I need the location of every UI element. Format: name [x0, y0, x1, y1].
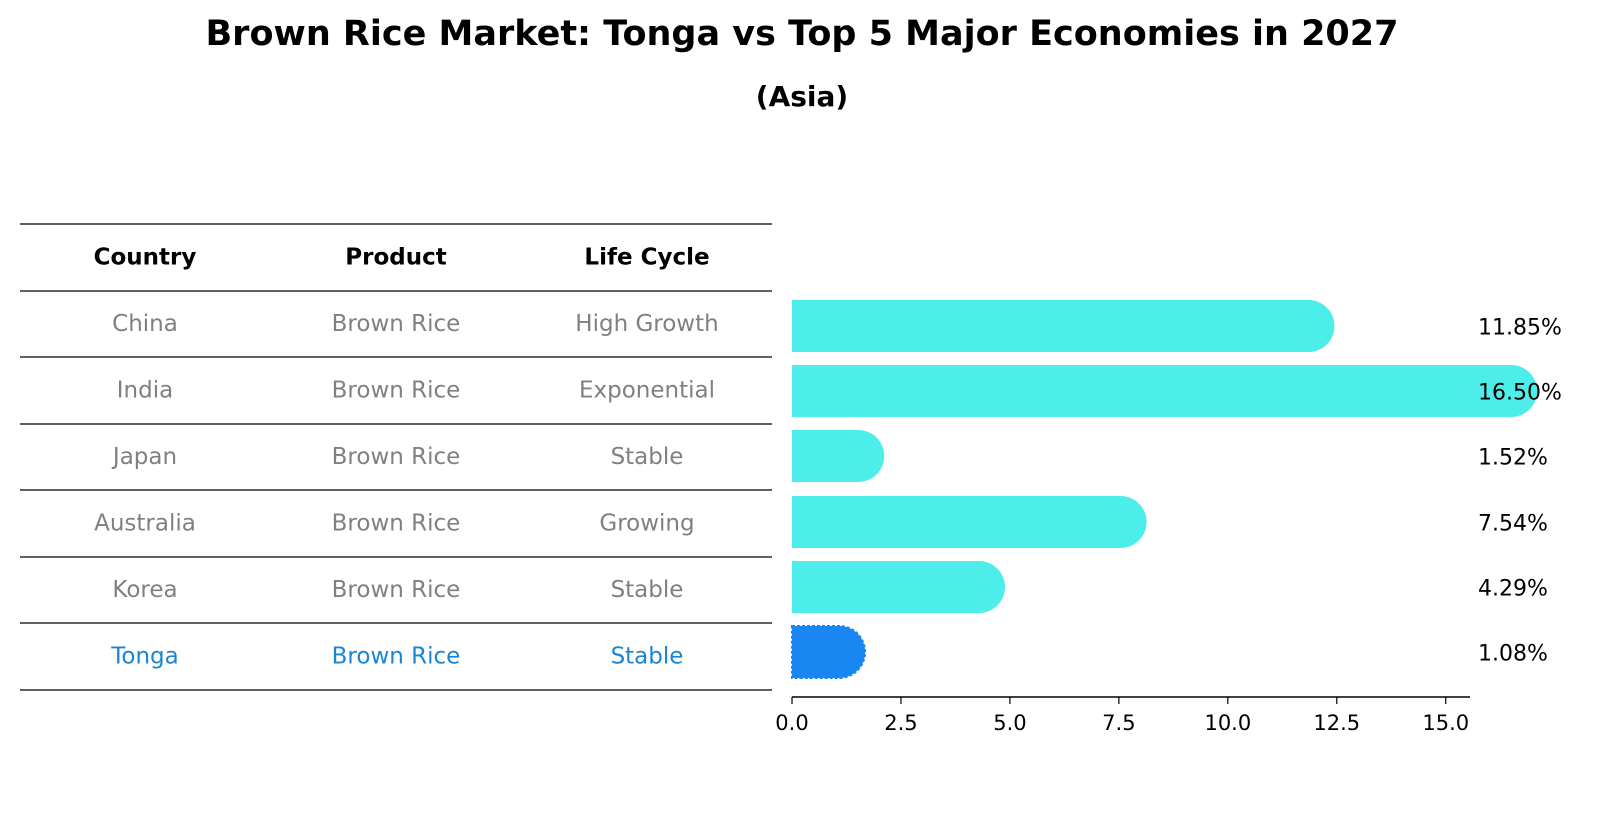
- table-cell: Brown Rice: [332, 444, 461, 470]
- chart-subtitle: (Asia): [755, 80, 849, 113]
- chart-title: Brown Rice Market: Tonga vs Top 5 Major …: [205, 14, 1399, 54]
- table-cell: Japan: [111, 444, 177, 470]
- table-header-product: Product: [345, 245, 446, 271]
- x-tick-label: 12.5: [1313, 711, 1360, 735]
- value-label: 16.50%: [1478, 381, 1562, 406]
- table-header-country: Country: [94, 245, 197, 271]
- bar-korea: [792, 561, 1005, 613]
- value-label: 11.85%: [1478, 316, 1562, 341]
- table-cell: Stable: [611, 444, 684, 470]
- table-cell: Stable: [611, 644, 684, 670]
- value-label: 4.29%: [1478, 577, 1548, 602]
- x-tick-label: 15.0: [1422, 711, 1469, 735]
- value-label: 7.54%: [1478, 512, 1548, 537]
- table-cell: High Growth: [575, 311, 718, 337]
- table-cell: Tonga: [110, 644, 178, 670]
- x-tick-label: 10.0: [1204, 711, 1251, 735]
- bar-china: [792, 300, 1335, 352]
- table-cell: Brown Rice: [332, 644, 461, 670]
- bar-japan: [792, 430, 885, 482]
- table-cell: India: [117, 378, 173, 404]
- table-cell: Brown Rice: [332, 311, 461, 337]
- table-cell: China: [112, 311, 178, 337]
- x-tick-label: 0.0: [775, 711, 808, 735]
- x-axis: 0.0 2.5 5.0 7.5 10.0 12.5 15.0: [775, 696, 1470, 735]
- bar-chart: 11.85% 16.50% 1.52% 7.54% 4.29% 1.08%: [791, 300, 1562, 679]
- table-cell: Stable: [611, 577, 684, 603]
- table-cell: Brown Rice: [332, 511, 461, 537]
- x-tick-label: 7.5: [1102, 711, 1135, 735]
- value-label: 1.08%: [1478, 642, 1548, 667]
- table-cell: Growing: [599, 511, 694, 537]
- bar-australia: [792, 496, 1147, 548]
- data-table: Country Product Life Cycle China Brown Rice H…: [20, 223, 772, 691]
- table-cell: Brown Rice: [332, 577, 461, 603]
- table-header-life-cycle: Life Cycle: [584, 245, 709, 271]
- table-cell: Korea: [112, 577, 177, 603]
- x-tick-label: 5.0: [993, 711, 1026, 735]
- bar-india: [792, 365, 1538, 417]
- table-cell: Australia: [94, 511, 196, 537]
- x-tick-label: 2.5: [884, 711, 917, 735]
- table-cell: Brown Rice: [332, 378, 461, 404]
- value-label: 1.52%: [1478, 446, 1548, 471]
- bar-tonga: [791, 625, 867, 679]
- table-cell: Exponential: [579, 378, 715, 404]
